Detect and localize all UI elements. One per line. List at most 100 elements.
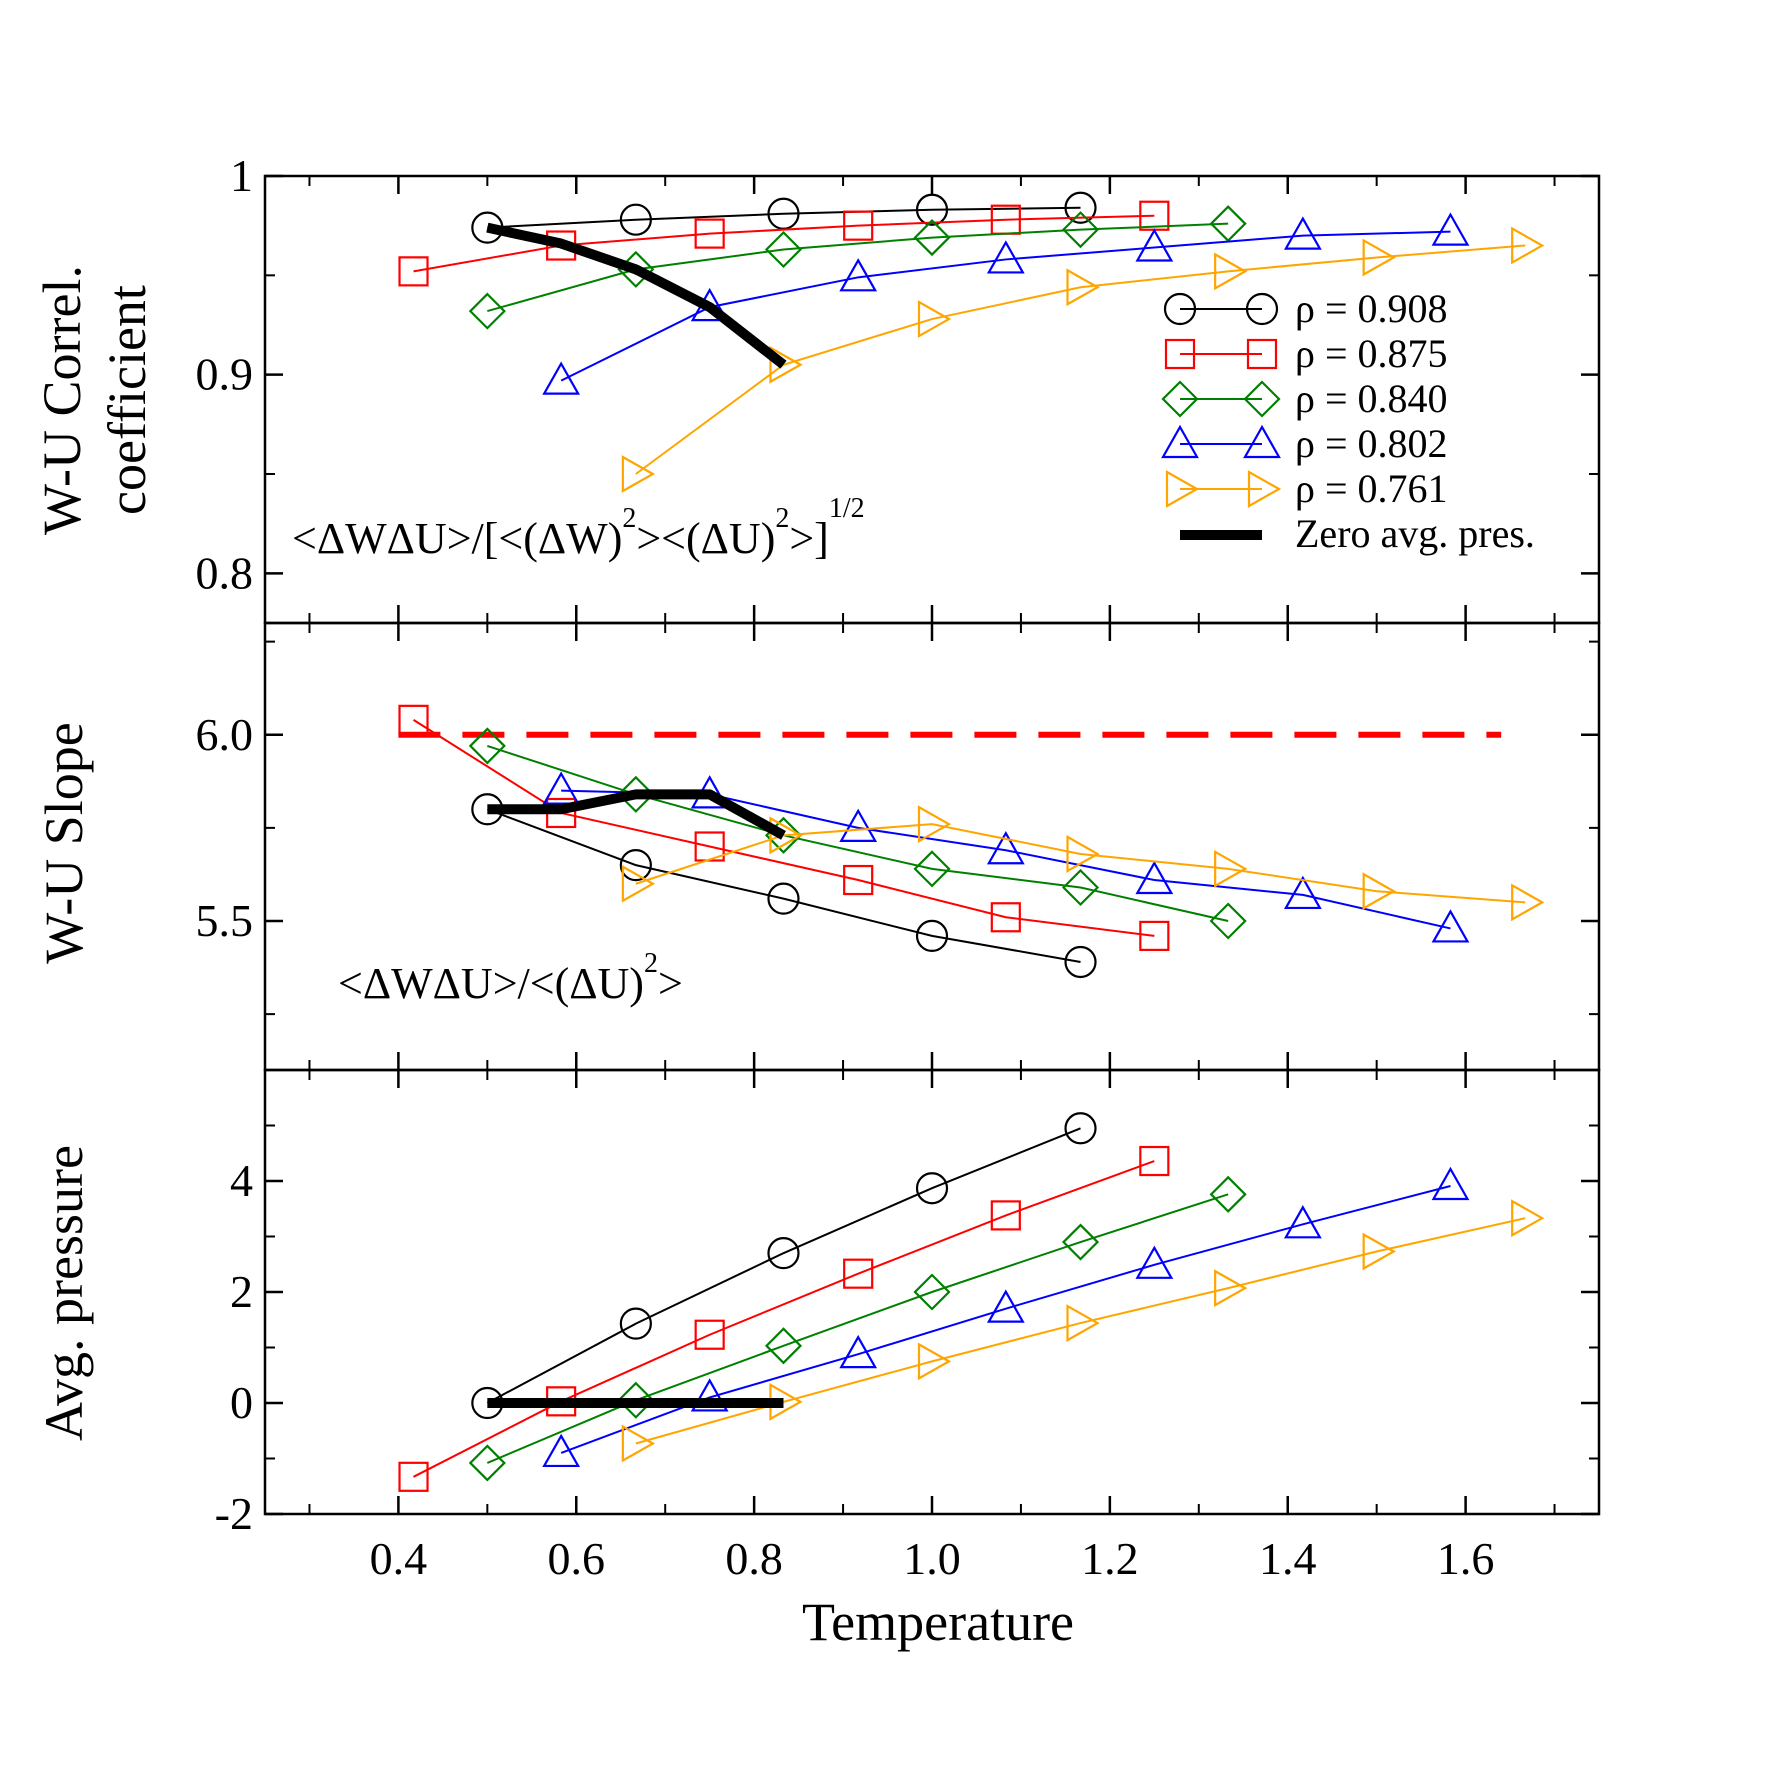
slope-series-line-1 (412, 719, 1155, 937)
correlation-y-tick-label: 1 (230, 150, 253, 201)
correlation-series-2-point (468, 292, 506, 330)
correlation-formula-part-3: >] (789, 514, 828, 563)
slope-series-2-point (1209, 902, 1247, 940)
pressure-series-3-point (839, 1334, 878, 1369)
correlation-series-line-0 (487, 206, 1081, 229)
correlation-series-1-point (694, 218, 725, 249)
slope-series-1-point (990, 902, 1021, 933)
pressure-series-0-point (767, 1237, 800, 1270)
pressure-series-1-point (1139, 1145, 1170, 1177)
slope-series-1-point (1139, 920, 1170, 952)
correlation-y-tick-label: 0.9 (196, 349, 254, 400)
correlation-y-tick-label: 0.8 (196, 547, 254, 598)
slope-series-4-point (769, 816, 803, 855)
pressure-series-line-3 (560, 1185, 1451, 1454)
slope-series-4-point (1511, 883, 1545, 922)
slope-series-3-point (986, 830, 1025, 865)
slope-series-4-point (1066, 835, 1100, 873)
slope-ylabel: W-U Slope (34, 722, 94, 963)
pressure-series-3-point (690, 1378, 729, 1412)
slope-series-line-2 (487, 744, 1229, 922)
legend-label-0875: ρ = 0.875 (1295, 331, 1448, 376)
slope-series-4-point (621, 864, 656, 903)
correlation-series-4-point (621, 455, 656, 493)
correlation-series-0-point (619, 203, 652, 236)
pressure-series-2-point (913, 1273, 951, 1311)
correlation-formula-part-1: <ΔWΔU>/[<(ΔW) (292, 514, 622, 563)
correlation-series-0-point (915, 193, 949, 226)
legend-samples (1161, 292, 1282, 540)
pressure-series-1-point (990, 1200, 1021, 1231)
correlation-series-4-point (1066, 268, 1100, 307)
correlation-formula-part-2: ><(ΔU) (636, 514, 775, 563)
pressure-series-3-point (986, 1289, 1025, 1323)
correlation-series-1-point (843, 210, 874, 241)
pressure-series-3-point (1283, 1205, 1322, 1239)
pressure-series-3-point (1431, 1166, 1470, 1201)
correlation-formula-sup-3: 1/2 (829, 493, 865, 524)
pressure-series-2-point (468, 1444, 506, 1482)
legend-label-zero-pressure: Zero avg. pres. (1295, 511, 1535, 556)
correlation-series-1-point (398, 256, 429, 287)
slope-series-2-point (468, 727, 506, 765)
pressure-y-tick-label: 4 (230, 1155, 253, 1206)
pressure-series-3-point (542, 1433, 581, 1468)
x-tick-label: 1.6 (1437, 1533, 1495, 1584)
pressure-series-line-2 (486, 1193, 1229, 1464)
slope-series-2-point (913, 850, 951, 888)
slope-series-0-point (1064, 945, 1097, 979)
slope-formula-sup-1: 2 (644, 948, 658, 979)
slope-series-1-point (843, 864, 874, 896)
legend-sample-marker-right-1 (1246, 338, 1278, 370)
pressure-y-tick-label: 0 (230, 1377, 253, 1428)
slope-series-3-point (1431, 909, 1470, 943)
legend-sample-marker-left-0 (1163, 292, 1197, 326)
correlation-formula: <ΔWΔU>/[<(ΔW)2><(ΔU)2>]1/2 (292, 493, 865, 563)
slope-formula-part-2: > (658, 959, 683, 1008)
correlation-ylabel-line-2: coefficient (97, 285, 157, 515)
slope-y-tick-label: 5.5 (196, 895, 254, 946)
x-tick-label: 0.6 (548, 1533, 606, 1584)
legend-sample-marker-left-3 (1161, 424, 1199, 459)
pressure-series-4-point (917, 1342, 952, 1381)
legend-label-0761: ρ = 0.761 (1295, 466, 1448, 511)
correlation-series-4-point (1511, 226, 1545, 265)
legend-sample-marker-right-4 (1247, 470, 1282, 508)
pressure-series-line-0 (486, 1127, 1081, 1404)
pressure-series-4-point (1511, 1199, 1545, 1238)
slope-series-1-point (398, 704, 429, 735)
slope-series-3-point (542, 771, 581, 805)
slope-series-0-point (915, 919, 949, 953)
series-layer (398, 191, 1545, 1492)
x-tick-label: 0.8 (725, 1533, 783, 1584)
correlation-series-3-point (986, 240, 1025, 274)
x-tick-label: 1.2 (1081, 1533, 1139, 1584)
correlation-series-3-point (1431, 212, 1470, 246)
legend-sample-marker-right-2 (1243, 380, 1281, 418)
pressure-series-4-point (1214, 1269, 1248, 1308)
pressure-series-2-point (617, 1381, 655, 1419)
x-axis-title: Temperature (802, 1592, 1074, 1652)
correlation-series-line-2 (487, 222, 1229, 313)
x-tick-label: 0.4 (370, 1533, 428, 1584)
pressure-series-2-point (1209, 1175, 1247, 1213)
pressure-series-4-point (621, 1424, 656, 1463)
legend-sample-marker-left-4 (1165, 470, 1200, 508)
slope-series-2-point (617, 775, 655, 813)
correlation-series-4-point (1214, 252, 1248, 291)
pressure-y-tick-label: 2 (230, 1266, 253, 1317)
slope-series-4-point (917, 805, 952, 844)
slope-y-tick-label: 6.0 (196, 709, 254, 760)
pressure-series-1-point (398, 1461, 429, 1492)
correlation-series-3-point (542, 361, 581, 395)
slope-series-4-point (1362, 872, 1396, 911)
pressure-series-2-point (764, 1327, 803, 1365)
axis-ticks (265, 174, 1599, 1516)
correlation-series-4-point (917, 300, 952, 338)
pressure-series-line-1 (413, 1160, 1155, 1478)
pressure-y-tick-label: -2 (215, 1488, 253, 1539)
pressure-series-0-point (1064, 1112, 1097, 1145)
slope-series-4-point (1214, 849, 1248, 888)
tick-labels: 0.4 0.6 0.8 1.0 1.2 1.4 1.6 1 0.9 0.8 6.0 5.5 4 2 0 -2 (196, 150, 1495, 1584)
